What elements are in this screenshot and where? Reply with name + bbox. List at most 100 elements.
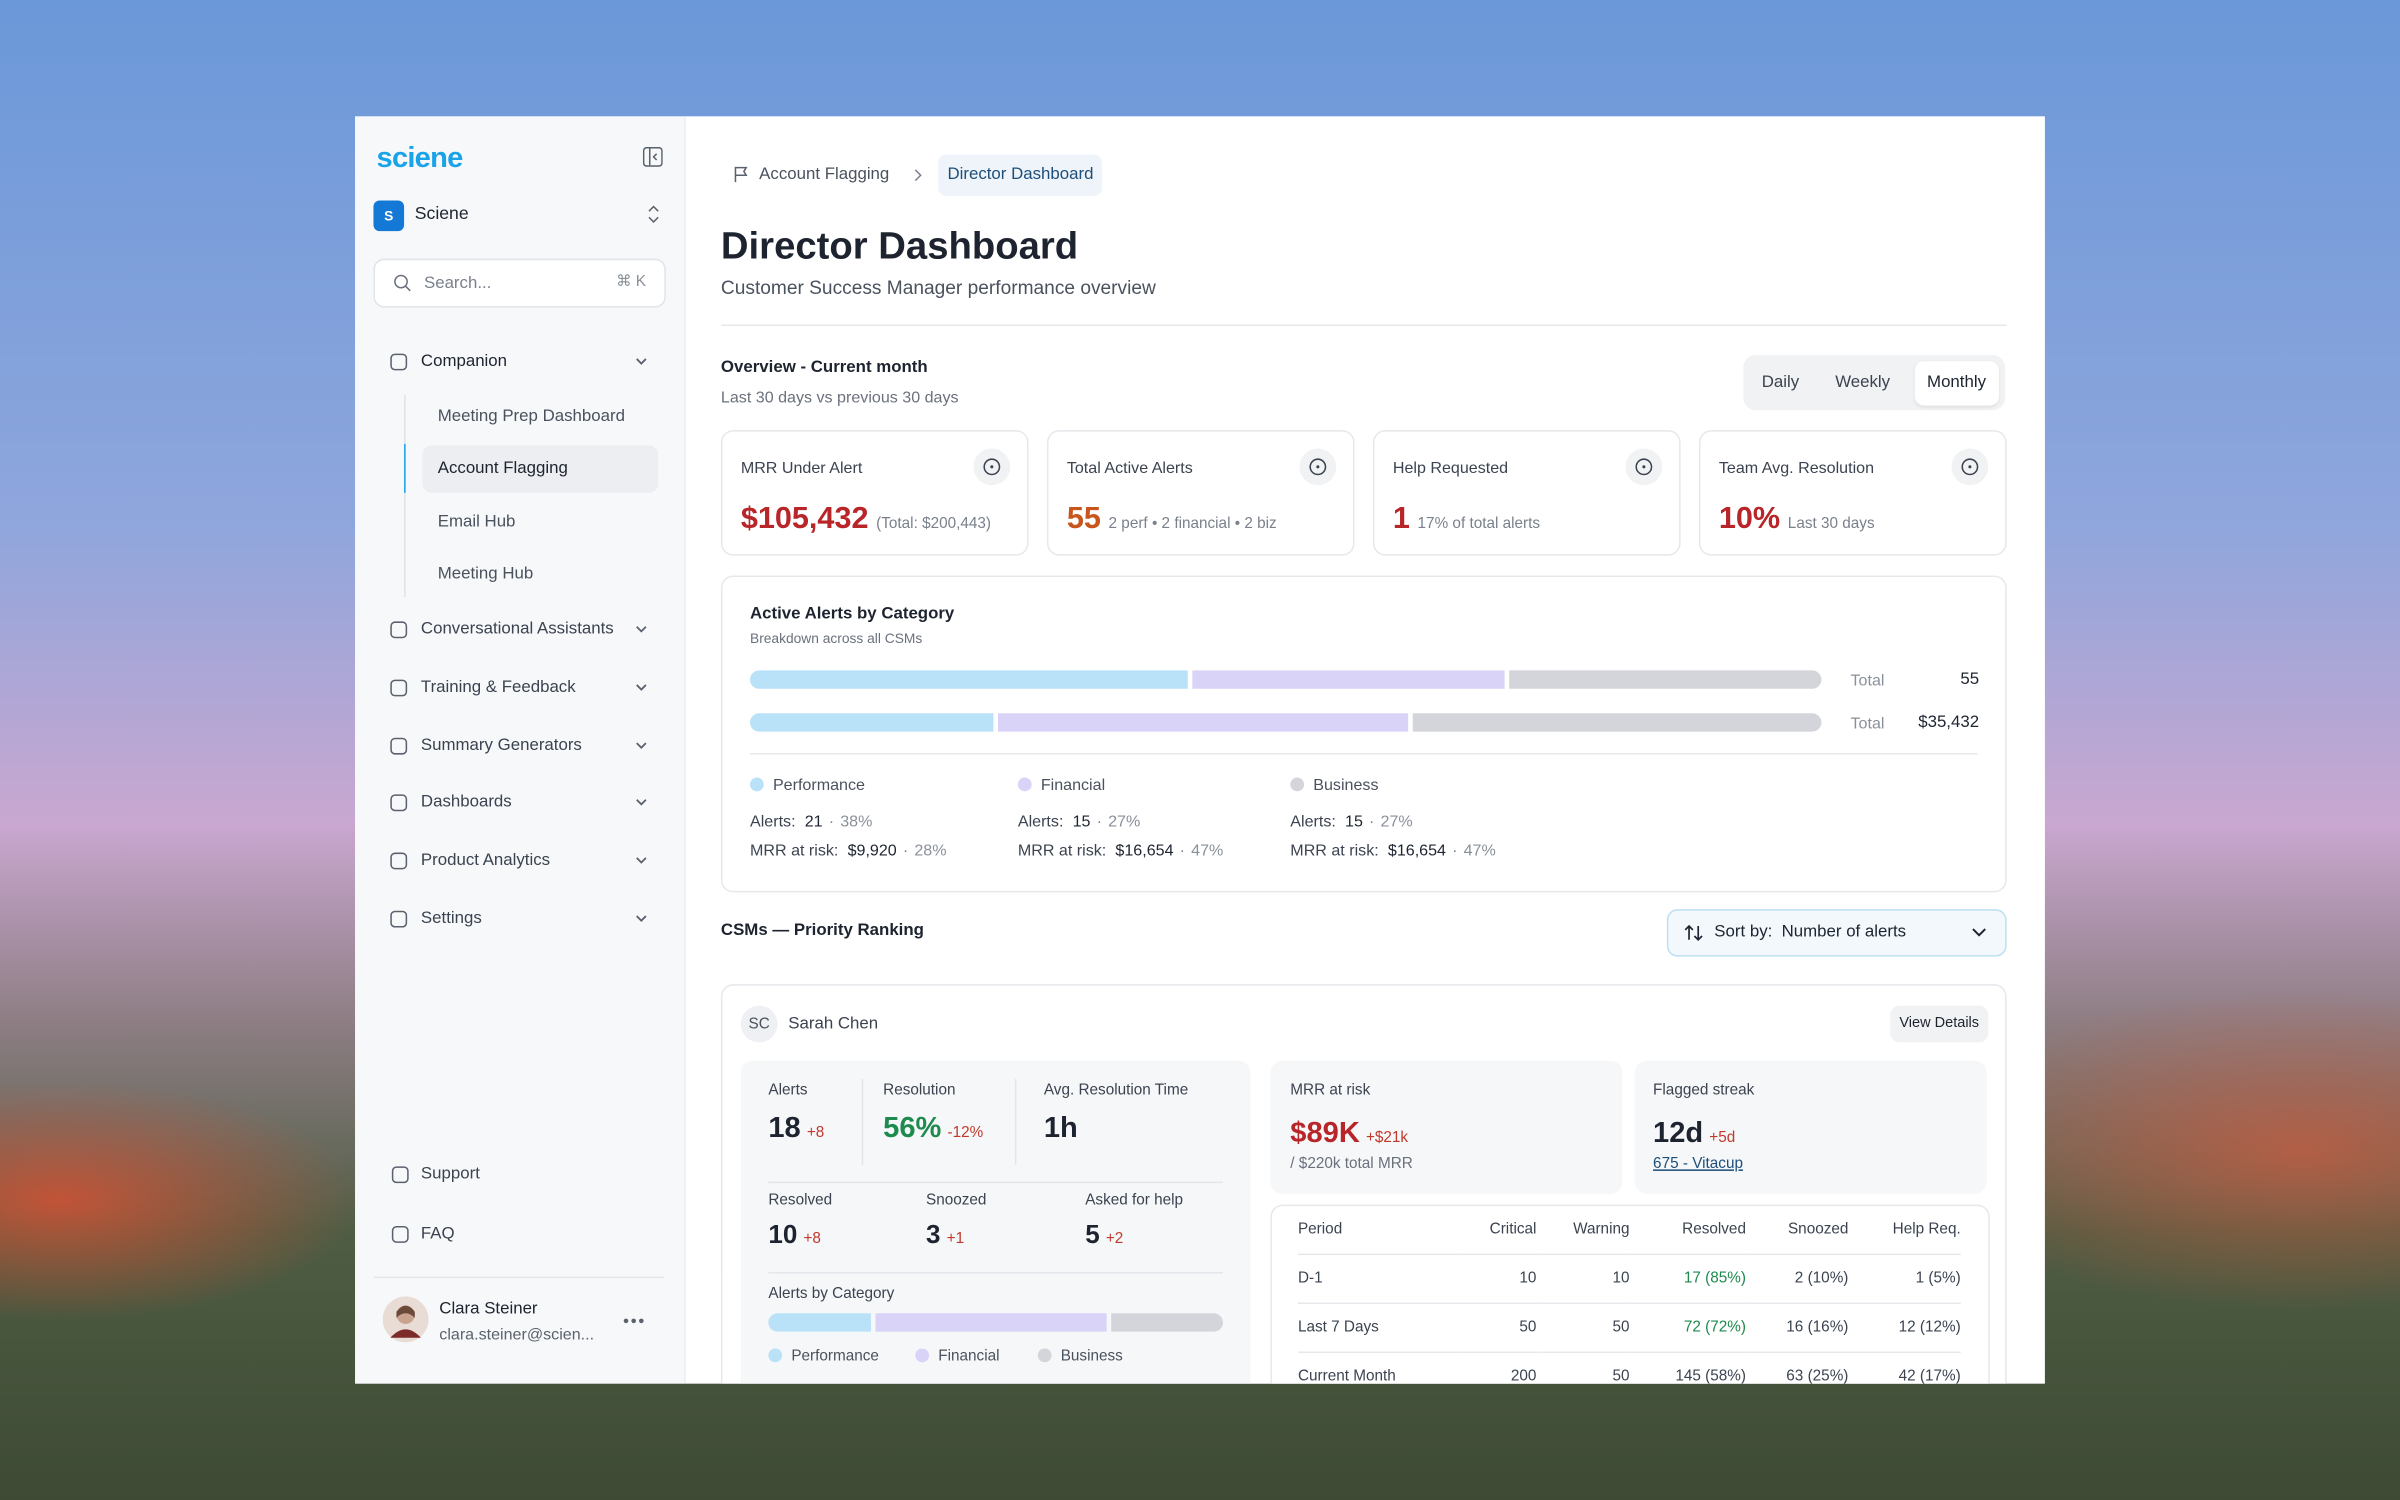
stat-label: Asked for help (1085, 1192, 1184, 1210)
nav-item[interactable]: Summary Generators (420, 736, 582, 755)
section-title: CSMs — Priority Ranking (720, 921, 924, 940)
collapse-icon[interactable] (642, 146, 663, 167)
chevron[interactable] (634, 853, 649, 868)
sort-value: Number of alerts (1781, 922, 1907, 942)
alerts-value: 15 (1345, 812, 1363, 832)
table-cell: 200 (1459, 1351, 1537, 1384)
table-cell: 16 (16%) (1745, 1302, 1849, 1353)
nav-active-indicator (404, 443, 406, 493)
category-bar (768, 1313, 1223, 1332)
nav-item[interactable]: Dashboards (420, 792, 512, 812)
legend-swatch (1017, 777, 1032, 792)
card-title: Active Alerts by Category (749, 604, 955, 623)
table-cell: 17 (85%) (1629, 1253, 1746, 1304)
kpi-note: 2 perf • 2 financial • 2 biz (1108, 515, 1277, 533)
nav-subitem[interactable]: Meeting Prep Dashboard (437, 407, 625, 426)
nav-item[interactable]: Conversational Assistants (420, 619, 614, 639)
kpi-icon (1625, 448, 1663, 486)
period-option[interactable]: Daily (1761, 373, 1800, 392)
kpi-card: Help Requested 1 17% of total alerts (1372, 430, 1681, 556)
chevron[interactable] (634, 680, 649, 695)
stacked-bar (749, 713, 1822, 732)
kpi-icon (1299, 448, 1337, 486)
workspace-switch[interactable] (646, 205, 661, 224)
stat-value: $89K +$21k (1290, 1117, 1409, 1150)
nav-item[interactable]: Settings (420, 909, 482, 928)
app-window: sciene S Sciene Search... ⌘ K Companion M… (355, 116, 2045, 1384)
legend-item: Performance (768, 1348, 879, 1365)
mrr-pct: 47% (1174, 842, 1224, 860)
bar-segment (749, 670, 1188, 689)
stat-value: 1h (1043, 1112, 1078, 1145)
nav-item[interactable]: Training & Feedback (420, 678, 576, 697)
stat-label: Resolved (768, 1192, 833, 1210)
stat-label: MRR at risk (1290, 1082, 1371, 1099)
breadcrumb-link[interactable]: Account Flagging (759, 165, 890, 184)
csm-initials: SC (740, 1005, 778, 1043)
table-cell: 12 (12%) (1848, 1302, 1961, 1353)
brand[interactable]: sciene (376, 142, 464, 175)
kpi-number: $105,432 (740, 502, 869, 536)
alerts-line: Alerts: 1527% (1290, 812, 1412, 832)
csm-name: Sarah Chen (788, 1014, 879, 1034)
sort-select[interactable]: Sort by: Number of alerts (1666, 909, 2007, 957)
search-box[interactable]: Search... ⌘ K (373, 258, 666, 308)
kpi-number: 10% (1718, 502, 1781, 536)
nav-subitem[interactable]: Account Flagging (437, 459, 568, 479)
breadcrumb-current: Director Dashboard (938, 154, 1103, 196)
stat-label: Avg. Resolution Time (1043, 1082, 1189, 1099)
alerts-value: 15 (1072, 812, 1091, 832)
nav-icon (390, 852, 408, 870)
kpi-label: MRR Under Alert (740, 459, 863, 478)
nav-item[interactable]: Companion (420, 352, 508, 371)
chevron[interactable] (634, 354, 649, 369)
legend-item: Performance (749, 777, 865, 794)
legend-item: Business (1037, 1348, 1123, 1365)
nav-item[interactable]: Product Analytics (420, 851, 551, 870)
nav-subitem[interactable]: Email Hub (437, 512, 516, 531)
nav-icon (390, 737, 408, 755)
table-cell: 42 (17%) (1848, 1351, 1961, 1384)
mrr-label: MRR at risk: (1017, 841, 1107, 861)
bar-segment (768, 1313, 871, 1332)
kpi-card: Total Active Alerts 55 2 perf • 2 financia… (1046, 430, 1355, 556)
nav-subitem[interactable]: Meeting Hub (437, 564, 534, 583)
divider (720, 324, 2007, 327)
view-details-button[interactable]: View Details (1890, 1005, 1989, 1042)
column-header: Help Req. (1892, 1221, 1961, 1239)
user-name: Clara Steiner (439, 1299, 538, 1318)
chevron[interactable] (634, 738, 649, 753)
divider (1014, 1079, 1017, 1165)
bar-segment (875, 1313, 1108, 1332)
nav-icon (390, 621, 408, 639)
chevron[interactable] (634, 911, 649, 926)
mrr-label: MRR at risk: (749, 841, 839, 861)
csm-card: SC Sarah Chen View Details Alerts 18 +8 R… (720, 984, 2007, 1384)
period-option-active[interactable]: Monthly (1914, 361, 1999, 406)
kpi-number: 55 (1066, 502, 1101, 536)
chevron[interactable] (634, 621, 649, 636)
streak-panel: Flagged streak 12d +5d 675 - Vitacup (1634, 1060, 1987, 1194)
divider (373, 1276, 665, 1279)
account-link[interactable]: 675 - Vitacup (1653, 1155, 1743, 1173)
table-cell: 10 (1459, 1253, 1537, 1304)
period-option[interactable]: Weekly (1835, 373, 1891, 392)
chevron[interactable] (634, 794, 649, 809)
table-cell: 2 (10%) (1745, 1253, 1849, 1304)
user-avatar[interactable] (382, 1296, 429, 1343)
overview-subtitle: Last 30 days vs previous 30 days (720, 388, 959, 408)
footer-link[interactable]: Support (420, 1164, 480, 1184)
workspace-name[interactable]: Sciene (414, 205, 469, 224)
alerts-pct: 27% (1090, 813, 1140, 831)
footer-link[interactable]: FAQ (420, 1224, 455, 1243)
bar-segment (1111, 1313, 1223, 1332)
column-header: Period (1297, 1221, 1343, 1239)
nav-active-bg (422, 445, 659, 494)
column-header: Warning (1573, 1221, 1630, 1239)
table-cell: 145 (58%) (1629, 1351, 1746, 1384)
alerts-label: Alerts: (1290, 812, 1336, 832)
user-menu[interactable] (623, 1318, 644, 1324)
legend-name: Business (1313, 776, 1379, 795)
mrr-line: MRR at risk: $16,65447% (1290, 842, 1495, 860)
